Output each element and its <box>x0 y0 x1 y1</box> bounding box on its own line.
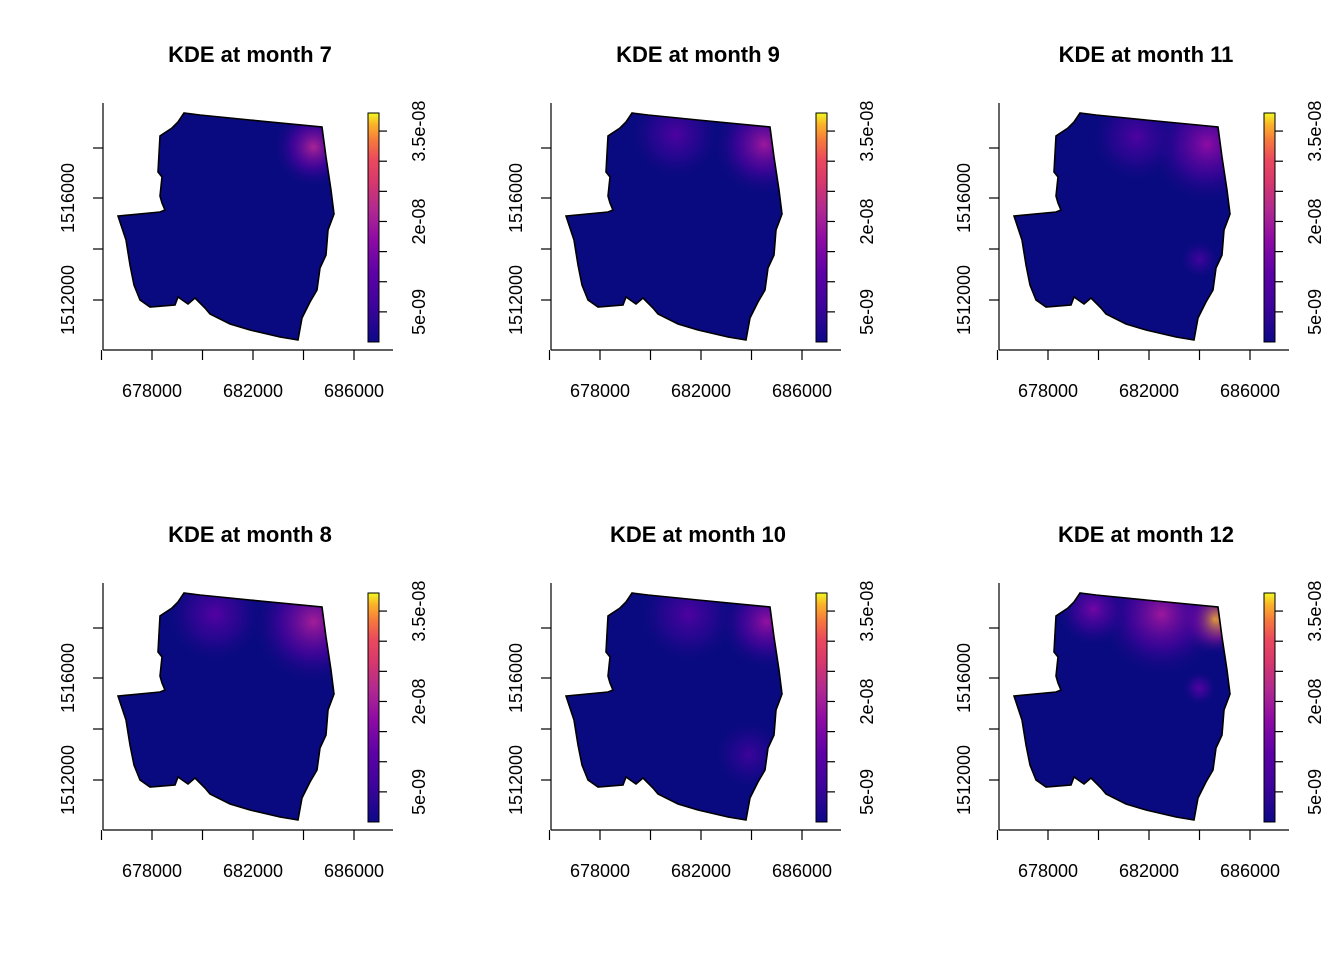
density-hotspot <box>253 593 334 682</box>
colorbar-tick-label: 5e-09 <box>1305 289 1325 335</box>
colorbar-tick-label: 2e-08 <box>857 678 877 724</box>
kde-panel: KDE at month 7 678000 682000 686000 1512000 1… <box>58 42 429 401</box>
colorbar-tick-label: 5e-09 <box>857 769 877 815</box>
density-hotspot <box>1058 593 1129 645</box>
density-surface <box>1014 593 1230 820</box>
y-tick-label: 1516000 <box>506 643 526 713</box>
density-hotspot <box>720 593 782 668</box>
x-tick-label: 678000 <box>570 861 630 881</box>
x-tick-label: 686000 <box>772 381 832 401</box>
panel-title: KDE at month 9 <box>616 42 780 67</box>
region-boundary <box>564 112 783 341</box>
colorbar-tick-label: 5e-09 <box>409 289 429 335</box>
density-surface <box>566 113 782 340</box>
colorbar-tick-label: 2e-08 <box>409 198 429 244</box>
colorbar <box>367 112 380 343</box>
x-tick-label: 678000 <box>122 861 182 881</box>
density-surface <box>118 113 334 340</box>
x-tick-label: 686000 <box>772 861 832 881</box>
colorbar-tick-label: 5e-09 <box>857 289 877 335</box>
kde-panel: KDE at month 10 678000 682000 686000 1512000… <box>506 522 877 881</box>
x-tick-label: 678000 <box>1018 381 1078 401</box>
colorbar-tick-label: 2e-08 <box>409 678 429 724</box>
x-tick-label: 678000 <box>122 381 182 401</box>
kde-panel: KDE at month 12 678000 682000 686000 1512000… <box>954 522 1325 881</box>
x-tick-label: 678000 <box>570 381 630 401</box>
colorbar <box>815 112 828 343</box>
colorbar-tick-label: 5e-09 <box>409 769 429 815</box>
x-tick-label: 686000 <box>1220 381 1280 401</box>
colorbar-tick-label: 2e-08 <box>1305 678 1325 724</box>
x-tick-label: 686000 <box>324 381 384 401</box>
density-hotspot <box>1093 113 1179 180</box>
y-tick-label: 1516000 <box>954 643 974 713</box>
colorbar-tick-label: 2e-08 <box>1305 198 1325 244</box>
colorbar-tick-label: 3.5e-08 <box>1305 581 1325 642</box>
density-hotspot <box>717 722 781 787</box>
density-surface <box>1014 113 1230 340</box>
colorbar-tick-label: 5e-09 <box>1305 769 1325 815</box>
y-tick-label: 1516000 <box>58 643 78 713</box>
density-hotspot <box>633 113 719 177</box>
y-tick-label: 1512000 <box>954 745 974 815</box>
region-boundary <box>1012 592 1231 821</box>
panel-title: KDE at month 10 <box>610 522 786 547</box>
density-hotspot <box>1183 672 1216 705</box>
colorbar <box>1263 592 1276 823</box>
density-hotspot <box>714 113 782 194</box>
colorbar-tick-label: 3.5e-08 <box>857 101 877 162</box>
density-hotspot <box>169 593 262 661</box>
colorbar <box>1263 112 1276 343</box>
y-tick-label: 1512000 <box>954 265 974 335</box>
panel-title: KDE at month 8 <box>168 522 332 547</box>
x-tick-label: 682000 <box>1119 861 1179 881</box>
y-tick-label: 1516000 <box>954 163 974 233</box>
panel-title: KDE at month 11 <box>1059 42 1234 67</box>
colorbar-tick-label: 3.5e-08 <box>1305 101 1325 162</box>
colorbar-tick-label: 3.5e-08 <box>409 581 429 642</box>
panel-title: KDE at month 12 <box>1058 522 1234 547</box>
y-tick-label: 1512000 <box>506 265 526 335</box>
region-boundary <box>116 592 335 821</box>
kde-panel: KDE at month 9 678000 682000 686000 1512000 1… <box>506 42 877 401</box>
y-tick-label: 1512000 <box>58 745 78 815</box>
x-tick-label: 682000 <box>223 861 283 881</box>
x-tick-label: 682000 <box>671 861 731 881</box>
density-surface <box>566 593 782 820</box>
x-tick-label: 678000 <box>1018 861 1078 881</box>
x-tick-label: 686000 <box>1220 861 1280 881</box>
colorbar-tick-label: 2e-08 <box>857 198 877 244</box>
y-tick-label: 1516000 <box>506 163 526 233</box>
region-boundary <box>1012 112 1231 341</box>
colorbar-tick-label: 3.5e-08 <box>409 101 429 162</box>
kde-panel: KDE at month 8 678000 682000 686000 1512000 1… <box>58 522 429 881</box>
region-boundary <box>564 592 783 821</box>
colorbar <box>815 592 828 823</box>
panel-title: KDE at month 7 <box>168 42 332 67</box>
x-tick-label: 686000 <box>324 861 384 881</box>
x-tick-label: 682000 <box>223 381 283 401</box>
y-tick-label: 1516000 <box>58 163 78 233</box>
colorbar <box>367 592 380 823</box>
x-tick-label: 682000 <box>1119 381 1179 401</box>
density-hotspot <box>1101 593 1222 675</box>
y-tick-label: 1512000 <box>506 745 526 815</box>
y-tick-label: 1512000 <box>58 265 78 335</box>
kde-panel: KDE at month 11 678000 682000 686000 1512000… <box>954 42 1325 401</box>
density-hotspot <box>642 593 735 661</box>
density-hotspot <box>274 113 334 186</box>
region-boundary <box>116 112 335 341</box>
colorbar-tick-label: 3.5e-08 <box>857 581 877 642</box>
density-hotspot <box>1181 241 1218 277</box>
x-tick-label: 682000 <box>671 381 731 401</box>
